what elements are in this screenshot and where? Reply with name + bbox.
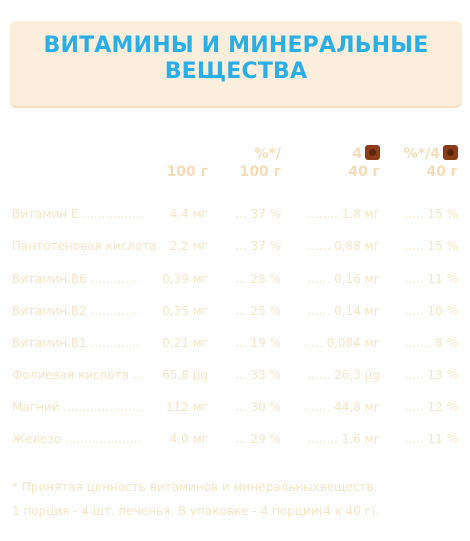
row-name: Магний ..................... bbox=[12, 400, 144, 414]
row-per100: 0,21 мг bbox=[162, 336, 208, 350]
row-pct100: ... 29 % bbox=[235, 432, 281, 446]
header-per100-label: 100 г bbox=[166, 164, 208, 180]
table-row: Железо .................... 4,0 мг ... 2… bbox=[0, 430, 470, 448]
title-banner: ВИТАМИНЫ И МИНЕРАЛЬНЫЕ ВЕЩЕСТВА bbox=[10, 21, 462, 108]
row-per40: ...... 26,3 μg bbox=[307, 368, 381, 382]
row-pct40: ..... 12 % bbox=[404, 400, 458, 414]
row-name: Витамин Е ................ bbox=[12, 207, 144, 221]
header-per100: 100 г bbox=[167, 163, 208, 181]
row-per100: 4,0 мг bbox=[169, 432, 208, 446]
cookie-icon bbox=[365, 145, 380, 160]
page-title: ВИТАМИНЫ И МИНЕРАЛЬНЫЕ ВЕЩЕСТВА bbox=[43, 33, 429, 84]
table-row: Витамин Е ................ 4,4 мг ... 37… bbox=[0, 205, 470, 223]
row-name: Витамин В6 ............ bbox=[12, 272, 137, 286]
row-pct40: ..... 11 % bbox=[404, 272, 458, 286]
row-pct100: ... 28 % bbox=[235, 272, 281, 286]
table-row: Витамин В1 ............. 0,21 мг ... 19 … bbox=[0, 334, 470, 352]
header-pct100: %*/ 100 г bbox=[240, 145, 281, 181]
footnote-portion: 1 порция - 4 шт. печенья. В упаковке - 4… bbox=[12, 504, 380, 518]
header-pct100-top: %*/ bbox=[254, 146, 281, 162]
row-pct100: ... 33 % bbox=[235, 368, 281, 382]
table-row: Витамин В2 ............ 0,35 мг ... 25 %… bbox=[0, 302, 470, 320]
row-name: Пантотеновая кислота bbox=[12, 239, 157, 253]
row-per100: 0,35 мг bbox=[162, 304, 208, 318]
table-row: Витамин В6 ............ 0,39 мг ... 28 %… bbox=[0, 270, 470, 288]
header-pct40: %*/4 40 г bbox=[404, 145, 458, 181]
row-pct40: ..... 11 % bbox=[404, 432, 458, 446]
row-per40: ..... 0,084 мг bbox=[303, 336, 380, 350]
row-per40: ........ 1,6 мг bbox=[307, 432, 380, 446]
row-pct100: ... 19 % bbox=[235, 336, 281, 350]
row-name: Витамин В1 ............. bbox=[12, 336, 141, 350]
row-pct40: ..... 15 % bbox=[404, 239, 458, 253]
row-per40: ....... 44,8 мг bbox=[303, 400, 380, 414]
row-name: Витамин В2 ............ bbox=[12, 304, 137, 318]
table-row: Пантотеновая кислота 2,2 мг ... 37 % ...… bbox=[0, 237, 470, 255]
row-per100: 4,4 мг bbox=[169, 207, 208, 221]
row-pct100: ... 25 % bbox=[235, 304, 281, 318]
row-per40: ...... 0,14 мг bbox=[307, 304, 380, 318]
row-per40: ...... 0,88 мг bbox=[307, 239, 380, 253]
table-row: Фолиевая кислота ... 65,8 μg ... 33 % ..… bbox=[0, 366, 470, 384]
row-per100: 2,2 мг bbox=[169, 239, 208, 253]
header-pct40-top: %*/4 bbox=[403, 146, 440, 162]
header-per40-bottom: 40 г bbox=[348, 164, 380, 180]
row-per100: 0,39 мг bbox=[162, 272, 208, 286]
footnote-reference-value: * Принятая ценность витаминов и минераль… bbox=[12, 480, 378, 494]
row-pct100: ... 37 % bbox=[235, 207, 281, 221]
row-name: Железо .................... bbox=[12, 432, 142, 446]
row-pct40: ....... 8 % bbox=[404, 336, 458, 350]
row-pct40: ..... 15 % bbox=[404, 207, 458, 221]
header-pct100-bottom: 100 г bbox=[239, 164, 281, 180]
header-per40: 4 40 г bbox=[348, 145, 380, 181]
row-pct40: ..... 10 % bbox=[404, 304, 458, 318]
table-row: Магний ..................... 112 мг ... … bbox=[0, 398, 470, 416]
header-pct40-bottom: 40 г bbox=[426, 164, 458, 180]
header-per40-top: 4 bbox=[352, 146, 362, 162]
row-name: Фолиевая кислота ... bbox=[12, 368, 145, 382]
row-per100: 112 мг bbox=[165, 400, 208, 414]
row-per40: ...... 0,16 мг bbox=[307, 272, 380, 286]
cookie-icon bbox=[443, 145, 458, 160]
row-pct100: ... 30 % bbox=[235, 400, 281, 414]
row-pct100: ... 37 % bbox=[235, 239, 281, 253]
row-pct40: ..... 13 % bbox=[404, 368, 458, 382]
row-per100: 65,8 μg bbox=[162, 368, 208, 382]
row-per40: ........ 1,8 мг bbox=[307, 207, 380, 221]
